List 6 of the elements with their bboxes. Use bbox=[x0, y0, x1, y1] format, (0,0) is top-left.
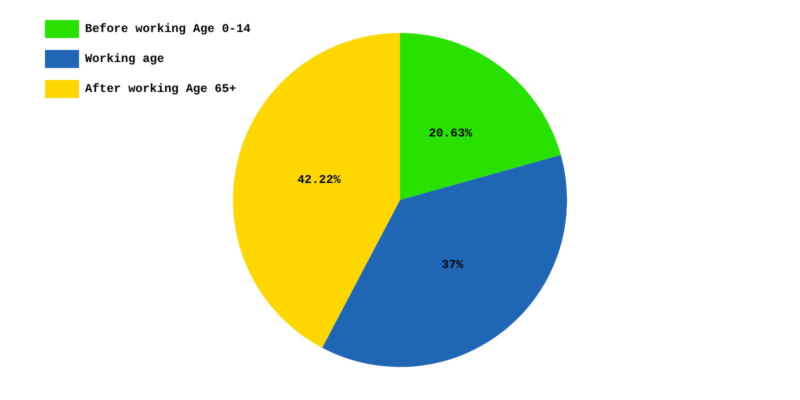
data-label: 20.63% bbox=[428, 126, 473, 140]
legend-label: After working Age 65+ bbox=[85, 82, 236, 96]
legend-label: Before working Age 0-14 bbox=[85, 22, 251, 36]
data-label: 37% bbox=[442, 258, 464, 272]
legend-label: Working age bbox=[85, 52, 164, 66]
data-label: 42.22% bbox=[297, 172, 342, 187]
